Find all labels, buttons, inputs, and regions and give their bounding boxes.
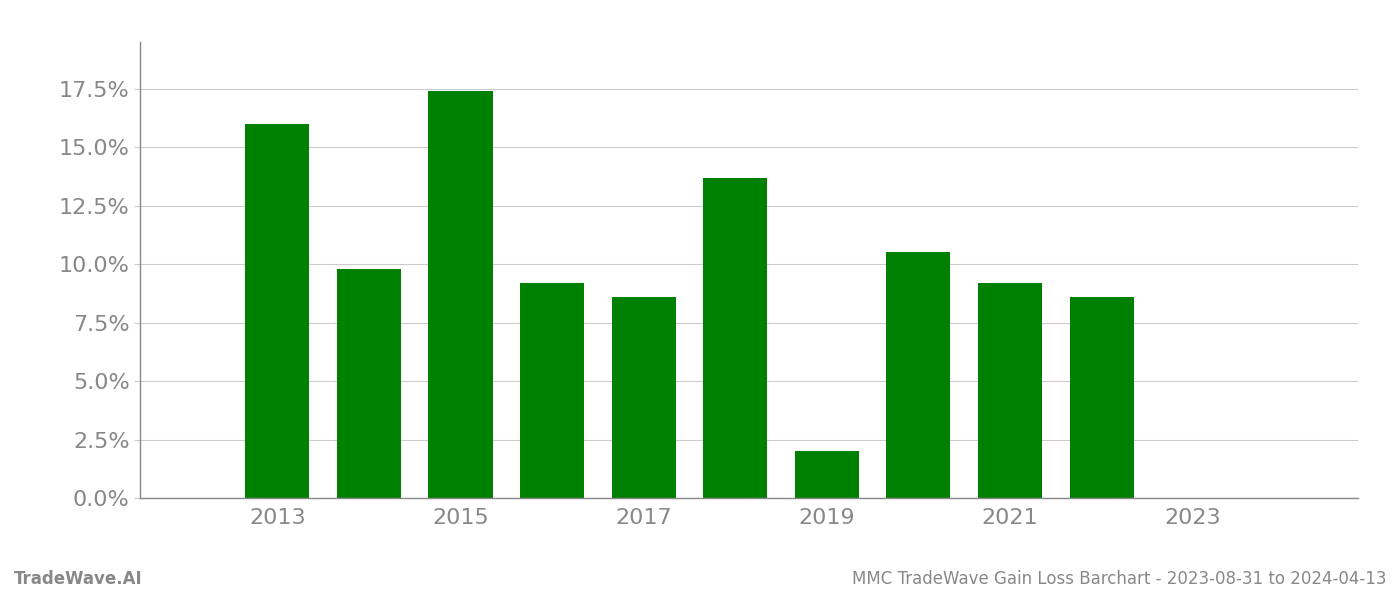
Bar [612,297,676,498]
Bar [703,178,767,498]
Bar [337,269,400,498]
Bar [519,283,584,498]
Bar [979,283,1042,498]
Bar [795,451,858,498]
Text: MMC TradeWave Gain Loss Barchart - 2023-08-31 to 2024-04-13: MMC TradeWave Gain Loss Barchart - 2023-… [851,570,1386,588]
Bar [428,91,493,498]
Text: TradeWave.AI: TradeWave.AI [14,570,143,588]
Bar [1070,297,1134,498]
Bar [886,253,951,498]
Bar [245,124,309,498]
